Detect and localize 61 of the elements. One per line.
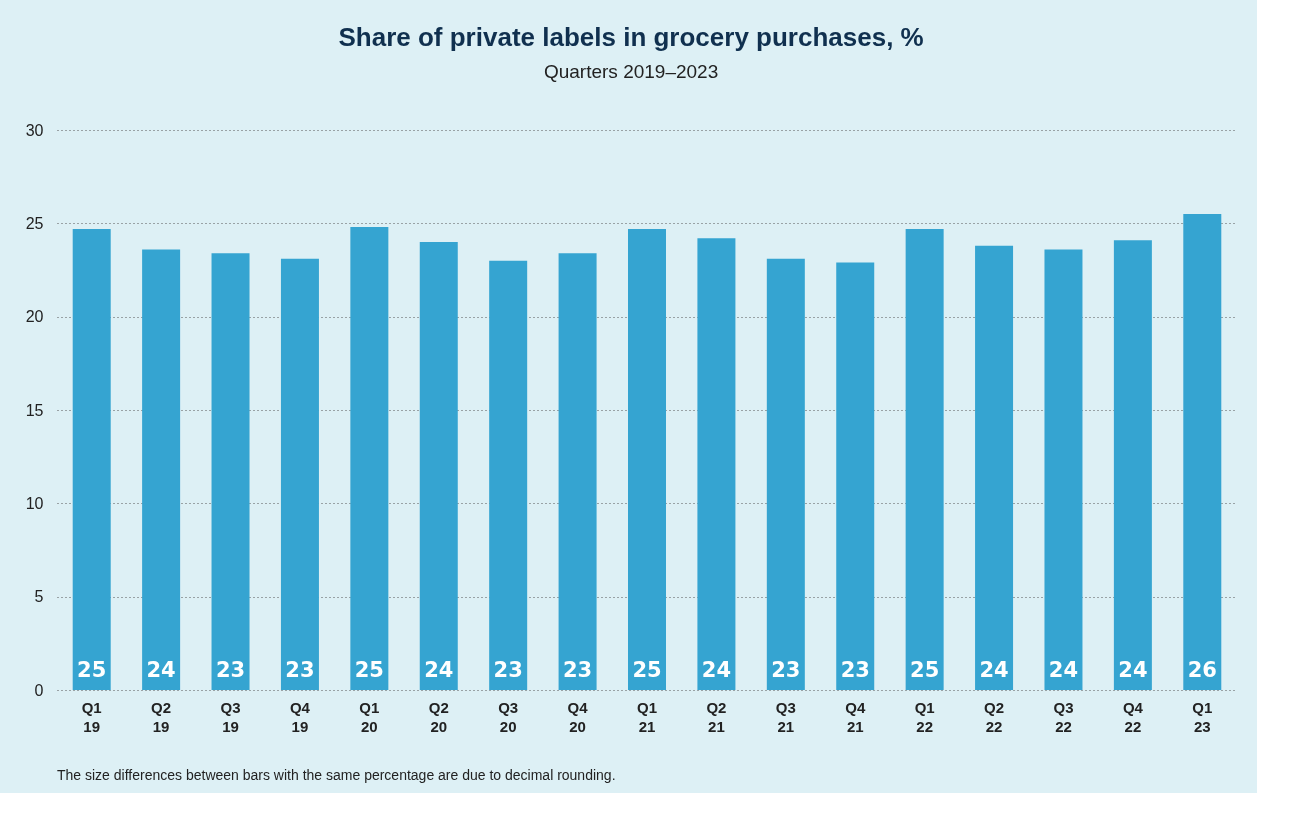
bar: [975, 245, 1014, 690]
bar: [350, 227, 389, 690]
x-tick-label: Q1 23: [1192, 698, 1213, 735]
bar: [697, 238, 736, 690]
data-label: 23: [840, 658, 870, 682]
x-tick-label: Q3 19: [220, 698, 241, 735]
x-tick-label: Q4 19: [289, 698, 311, 735]
y-tick-label: 5: [34, 588, 44, 606]
x-tick-label: Q2 21: [706, 698, 727, 735]
bar: [72, 228, 111, 690]
y-tick-label: 0: [34, 681, 44, 699]
x-tick-label: Q2 22: [984, 698, 1005, 735]
data-label: 24: [1048, 658, 1079, 682]
bar: [1183, 214, 1222, 690]
y-tick-label: 25: [25, 214, 44, 232]
x-tick-label: Q1 22: [914, 698, 935, 735]
x-tick-label: Q3 20: [498, 698, 519, 735]
data-label: 24: [979, 658, 1009, 682]
x-tick-label: Q4 21: [845, 698, 866, 735]
data-label: 23: [771, 658, 801, 682]
bar: [558, 253, 597, 690]
x-tick-label: Q3 21: [775, 698, 796, 735]
bar: [280, 258, 319, 690]
x-tick-label: Q4 20: [567, 698, 589, 735]
bar: [1113, 240, 1152, 690]
data-label: 26: [1187, 658, 1217, 682]
bar: [419, 242, 458, 690]
bar: [905, 228, 944, 690]
x-tick-label: Q2 19: [151, 698, 172, 735]
x-tick-label: Q1 21: [636, 698, 658, 735]
x-tick-label: Q1 19: [81, 698, 102, 735]
bar: [1044, 249, 1083, 690]
x-tick-label: Q1 20: [359, 698, 380, 735]
data-label: 23: [562, 658, 593, 682]
bar: [628, 228, 666, 690]
chart-subtitle: Quarters 2019–2023: [543, 61, 719, 82]
y-tick-label: 10: [25, 494, 44, 512]
bar: [489, 260, 528, 690]
data-label: 25: [632, 658, 662, 682]
data-label: 23: [493, 658, 523, 682]
y-tick-label: 30: [25, 121, 44, 139]
data-label: 25: [910, 658, 940, 682]
bar: [766, 258, 805, 690]
bar: [836, 262, 875, 690]
x-tick-label: Q4 22: [1122, 698, 1144, 735]
data-label: 25: [354, 658, 384, 682]
bar: [142, 249, 181, 690]
x-tick-label: Q2 20: [428, 698, 449, 735]
y-tick-label: 20: [25, 308, 44, 326]
data-label: 25: [77, 658, 107, 682]
data-label: 24: [701, 658, 732, 682]
data-label: 24: [424, 658, 454, 682]
text: The size differences between bars with the same percentage are due to decimal rounding.: [57, 766, 616, 783]
data-label: 23: [285, 658, 315, 682]
chart-title: Share of private labels in grocery purchases, %: [338, 22, 924, 52]
x-tick-label: Q3 22: [1053, 698, 1074, 735]
bar: [211, 253, 250, 690]
data-label: 24: [146, 658, 176, 682]
y-tick-label: 15: [25, 401, 44, 419]
data-label: 24: [1118, 658, 1148, 682]
data-label: 23: [215, 658, 246, 682]
